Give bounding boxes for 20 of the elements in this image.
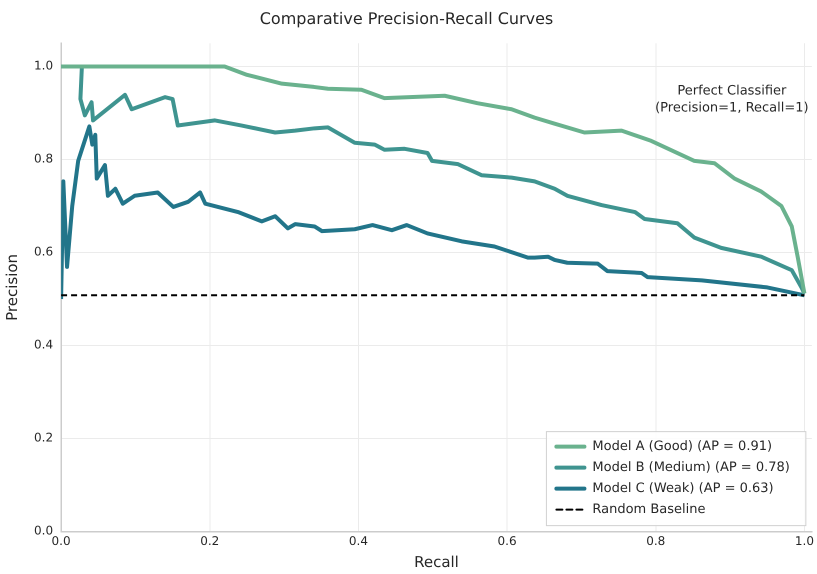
y-axis-title: Precision — [2, 254, 21, 321]
legend-label: Model C (Weak) (AP = 0.63) — [592, 480, 774, 496]
y-tick-label: 0.8 — [34, 152, 54, 166]
annotation: Perfect Classifier (Precision=1, Recall=1) — [655, 84, 809, 116]
legend-label: Random Baseline — [592, 502, 706, 517]
x-tick-label: 0.8 — [646, 534, 666, 548]
x-tick-label: 0.6 — [498, 534, 517, 548]
y-tick-label: 0.6 — [34, 244, 54, 259]
x-tick-label: 1.0 — [794, 534, 814, 548]
x-tick-label: 0.0 — [52, 534, 71, 548]
legend-label: Model B (Medium) (AP = 0.78) — [592, 460, 790, 475]
chart-title: Comparative Precision-Recall Curves — [260, 8, 554, 28]
y-tick-label: 0.4 — [34, 338, 54, 352]
x-tick-label: 0.2 — [200, 534, 220, 548]
y-tick-label: 0.2 — [34, 430, 54, 445]
x-axis-title: Recall — [414, 552, 459, 571]
y-tick-label: 1.0 — [34, 58, 54, 73]
y-tick-label: 0.0 — [34, 524, 54, 538]
x-tick-label: 0.4 — [348, 534, 368, 548]
legend-label: Model A (Good) (AP = 0.91) — [592, 438, 772, 454]
